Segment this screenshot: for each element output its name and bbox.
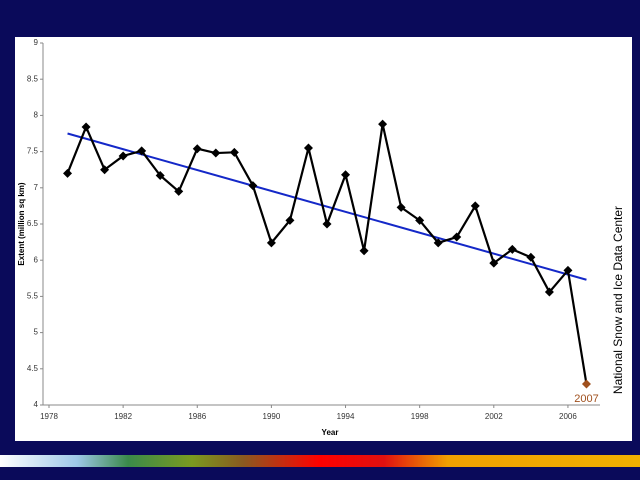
x-tick-label: 1994 — [337, 412, 355, 421]
data-point — [563, 265, 573, 275]
data-point — [81, 122, 91, 132]
data-point — [248, 181, 258, 191]
y-tick-label: 7.5 — [27, 147, 39, 156]
x-tick-label: 1986 — [188, 412, 206, 421]
x-tick-label: 2006 — [559, 412, 577, 421]
data-point — [415, 215, 425, 225]
data-point — [470, 201, 480, 211]
x-tick-label: 1990 — [263, 412, 281, 421]
data-point — [155, 170, 165, 180]
y-tick-label: 7 — [34, 183, 39, 192]
data-point — [229, 147, 239, 157]
data-point — [303, 143, 313, 153]
data-point — [192, 144, 202, 154]
data-point — [359, 246, 369, 256]
spectrum-bar — [0, 455, 640, 467]
annotation: 2007 — [574, 393, 598, 405]
x-tick-label: 2002 — [485, 412, 503, 421]
data-point — [174, 186, 184, 196]
data-point — [544, 287, 554, 297]
data-point — [581, 379, 591, 389]
x-tick-label: 1998 — [411, 412, 429, 421]
data-point — [452, 232, 462, 242]
data-point — [526, 252, 536, 262]
chart-panel — [15, 37, 632, 441]
data-point — [137, 146, 147, 156]
data-point — [211, 148, 221, 158]
y-tick-label: 4.5 — [27, 364, 39, 373]
y-axis-title: Extent (million sq km) — [17, 182, 26, 265]
data-point — [378, 119, 388, 129]
data-point — [118, 151, 128, 161]
data-point — [266, 238, 276, 248]
data-point — [322, 219, 332, 229]
data-point — [63, 168, 73, 178]
trend-line — [67, 132, 587, 281]
data-point — [396, 202, 406, 212]
data-point — [100, 165, 110, 175]
y-tick-label: 6 — [34, 255, 39, 264]
credit: National Snow and Ice Data Center — [611, 206, 625, 394]
x-tick-label: 1978 — [40, 412, 58, 421]
y-tick-label: 8.5 — [27, 74, 39, 83]
y-tick-label: 9 — [34, 38, 39, 47]
x-tick-label: 1982 — [114, 412, 132, 421]
y-tick-label: 6.5 — [27, 219, 39, 228]
data-point — [341, 170, 351, 180]
y-tick-label: 5.5 — [27, 292, 39, 301]
y-tick-label: 4 — [34, 400, 39, 409]
data-point — [507, 244, 517, 254]
data-point — [433, 238, 443, 248]
x-axis-title: Year — [322, 428, 339, 437]
y-tick-label: 8 — [34, 111, 39, 120]
data-point — [489, 258, 499, 268]
y-tick-label: 5 — [34, 328, 39, 337]
data-point — [285, 215, 295, 225]
